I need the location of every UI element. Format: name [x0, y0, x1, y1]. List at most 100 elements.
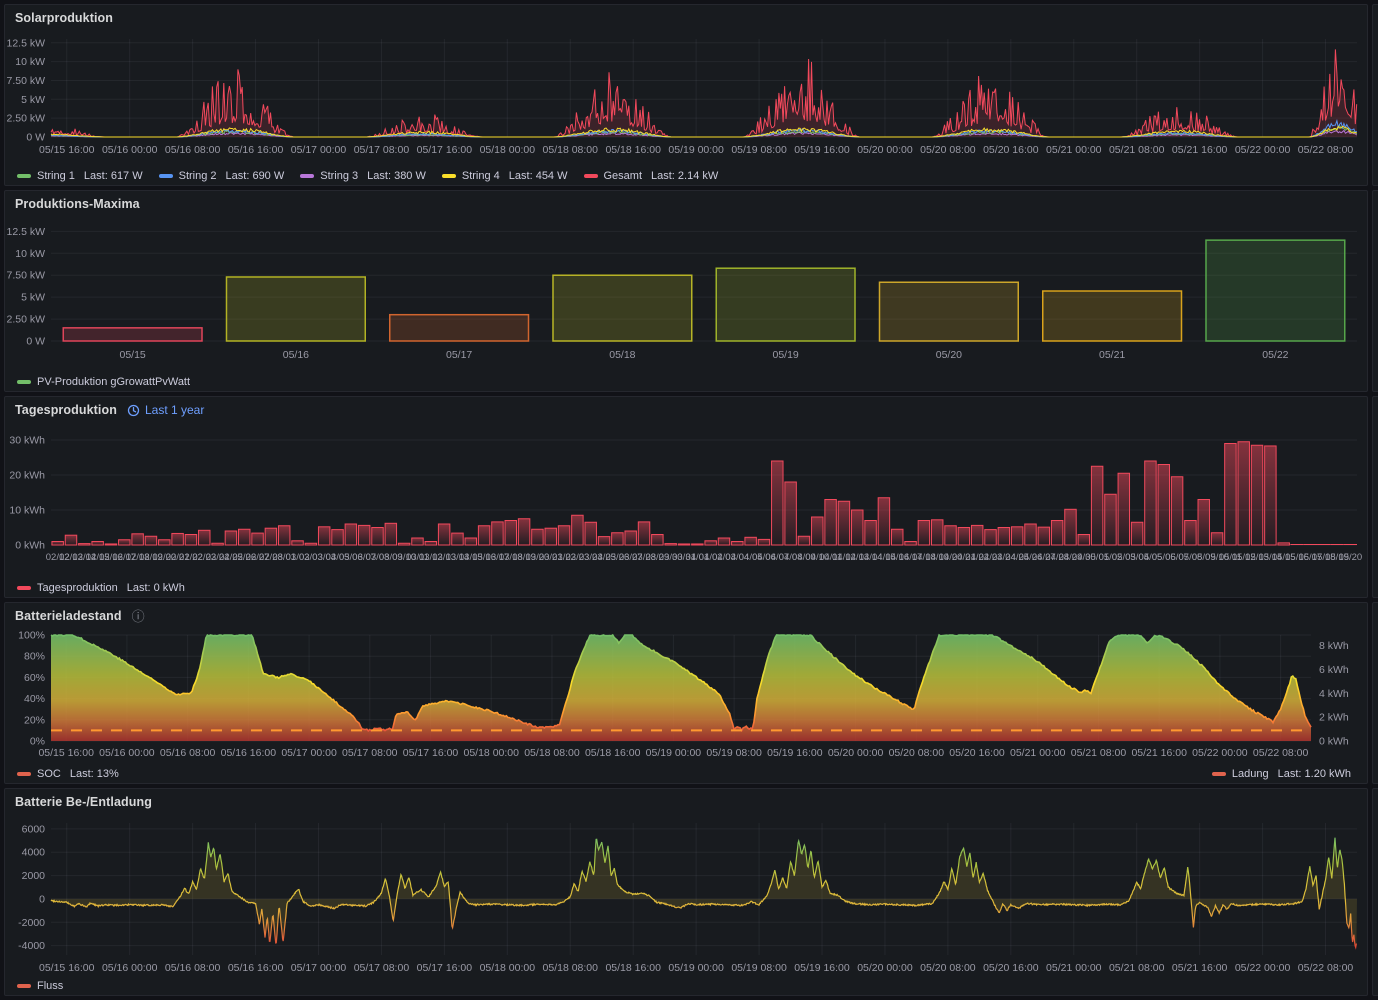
bar-03/22[interactable] [557, 525, 571, 546]
panel-title-batterieladestand[interactable]: Batterieladestand [15, 609, 122, 623]
bar-05/04[interactable] [1130, 521, 1144, 546]
panel-title-solarproduktion[interactable]: Solarproduktion [15, 11, 114, 25]
bar-03/26[interactable] [611, 532, 624, 546]
bar-03/18[interactable] [504, 520, 517, 546]
bar-02/18[interactable] [131, 533, 144, 546]
bar-04/01[interactable] [691, 543, 704, 546]
legend-item-soc[interactable]: SOC Last: 13% [17, 768, 119, 780]
bar-04/02[interactable] [704, 540, 717, 546]
bar-05/20[interactable] [878, 281, 1020, 342]
bar-05/15[interactable] [62, 327, 203, 342]
bar-04/16[interactable] [891, 528, 904, 546]
bar-04/03[interactable] [717, 537, 731, 546]
bar-05/11[interactable] [1224, 443, 1237, 546]
info-icon[interactable]: ⓘ [131, 608, 145, 624]
bar-02/26[interactable] [238, 528, 251, 546]
bar-03/19[interactable] [517, 518, 531, 546]
bar-02/12[interactable] [51, 541, 64, 546]
bar-03/14[interactable] [451, 532, 464, 546]
bar-04/29[interactable] [1064, 508, 1077, 546]
bar-05/08[interactable] [1184, 520, 1197, 546]
bar-05/19[interactable] [715, 267, 856, 342]
bar-02/23[interactable] [198, 529, 211, 546]
bar-04/19[interactable] [930, 519, 944, 546]
production-maxima-chart[interactable]: 12.5 kW 10 kW 7.50 kW 5 kW 2.50 kW 0 W 05/15 05… [5, 217, 1367, 373]
bar-02/28[interactable] [264, 527, 278, 546]
battery-flow-chart[interactable]: 6000 4000 2000 0 -2000 -4000 05/15 16:00 05/16 … [5, 815, 1367, 977]
bar-02/14[interactable] [78, 543, 91, 546]
bar-03/01[interactable] [277, 525, 291, 546]
bar-02/25[interactable] [224, 530, 238, 546]
bar-05/09[interactable] [1197, 499, 1210, 546]
bar-05/06[interactable] [1157, 464, 1170, 546]
bar-03/02[interactable] [291, 540, 304, 546]
bar-03/07[interactable] [357, 524, 371, 546]
battery-soc-chart[interactable]: 05/15 16:00 05/16 00:00 05/16 08:00 05/16 1… [5, 629, 1367, 765]
legend-item-tagesproduktion[interactable]: Tagesproduktion Last: 0 kWh [17, 582, 185, 594]
bar-03/28[interactable] [637, 521, 651, 546]
bar-04/12[interactable] [837, 500, 851, 546]
bar-03/16[interactable] [477, 525, 491, 546]
bar-05/18[interactable] [552, 274, 693, 342]
bar-05/10[interactable] [1210, 532, 1224, 546]
legend-item-ladung[interactable]: Ladung Last: 1.20 kWh [1211, 768, 1351, 780]
panel-title-produktions-maxima[interactable]: Produktions-Maxima [15, 197, 140, 211]
bar-03/21[interactable] [544, 527, 557, 546]
bar-04/23[interactable] [984, 529, 997, 546]
legend-item-string-4[interactable]: String 4 Last: 454 W [441, 170, 568, 182]
bar-05/15[interactable] [1277, 542, 1290, 546]
bar-03/31[interactable] [677, 543, 691, 546]
bar-04/30[interactable] [1077, 534, 1091, 546]
bar-03/15[interactable] [464, 537, 478, 546]
legend-item-string-3[interactable]: String 3 Last: 380 W [300, 170, 426, 182]
panel-title-tagesproduktion[interactable]: Tagesproduktion [15, 403, 117, 417]
bar-04/08[interactable] [784, 481, 797, 546]
bar-02/21[interactable] [171, 532, 184, 546]
bar-03/20[interactable] [531, 528, 544, 546]
bar-03/10[interactable] [397, 542, 411, 546]
legend-item-pv-produktion[interactable]: PV-Produktion gGrowattPvWatt [17, 376, 190, 388]
bar-03/08[interactable] [371, 527, 384, 546]
bar-04/05[interactable] [744, 536, 757, 546]
bar-05/03[interactable] [1117, 472, 1131, 546]
bar-03/30[interactable] [664, 543, 677, 546]
bar-05/01[interactable] [1090, 465, 1104, 546]
bar-04/17[interactable] [904, 541, 917, 546]
time-range-badge[interactable]: Last 1 year [127, 403, 204, 417]
bar-03/03[interactable] [304, 542, 318, 546]
bar-03/04[interactable] [317, 526, 331, 546]
bar-02/16[interactable] [104, 543, 118, 546]
bar-05/17[interactable] [388, 313, 530, 342]
bar-03/13[interactable] [437, 523, 451, 546]
bar-04/22[interactable] [970, 524, 984, 546]
bar-02/27[interactable] [251, 532, 264, 546]
bar-04/15[interactable] [877, 497, 891, 546]
bar-05/05[interactable] [1144, 460, 1157, 546]
bar-02/20[interactable] [158, 539, 171, 546]
bar-04/10[interactable] [811, 516, 824, 546]
bar-05/07[interactable] [1170, 476, 1184, 546]
panel-title-batterie-be-entladung[interactable]: Batterie Be-/Entladung [15, 795, 152, 809]
bar-04/13[interactable] [851, 509, 864, 546]
bar-04/11[interactable] [824, 499, 837, 546]
bar-05/12[interactable] [1237, 441, 1250, 546]
bar-02/24[interactable] [211, 542, 224, 546]
solar-production-chart[interactable]: 05/15 16:00 05/16 00:00 05/16 08:00 05/16 1… [5, 31, 1367, 167]
bar-05/13[interactable] [1250, 444, 1264, 546]
bar-05/14[interactable] [1264, 445, 1277, 546]
bar-03/29[interactable] [651, 534, 664, 546]
bar-02/15[interactable] [91, 541, 104, 546]
bar-02/19[interactable] [144, 535, 158, 546]
legend-item-string-2[interactable]: String 2 Last: 690 W [158, 170, 284, 182]
bar-03/11[interactable] [411, 537, 424, 546]
bar-03/24[interactable] [584, 521, 597, 546]
bar-04/27[interactable] [1037, 526, 1051, 546]
legend-item-string-1[interactable]: String 1 Last: 617 W [17, 170, 143, 182]
bar-03/12[interactable] [424, 541, 438, 546]
bar-03/27[interactable] [624, 530, 637, 546]
bar-02/17[interactable] [118, 539, 131, 546]
bar-03/06[interactable] [344, 523, 358, 546]
bar-04/24[interactable] [997, 527, 1011, 546]
bar-04/26[interactable] [1024, 523, 1037, 546]
